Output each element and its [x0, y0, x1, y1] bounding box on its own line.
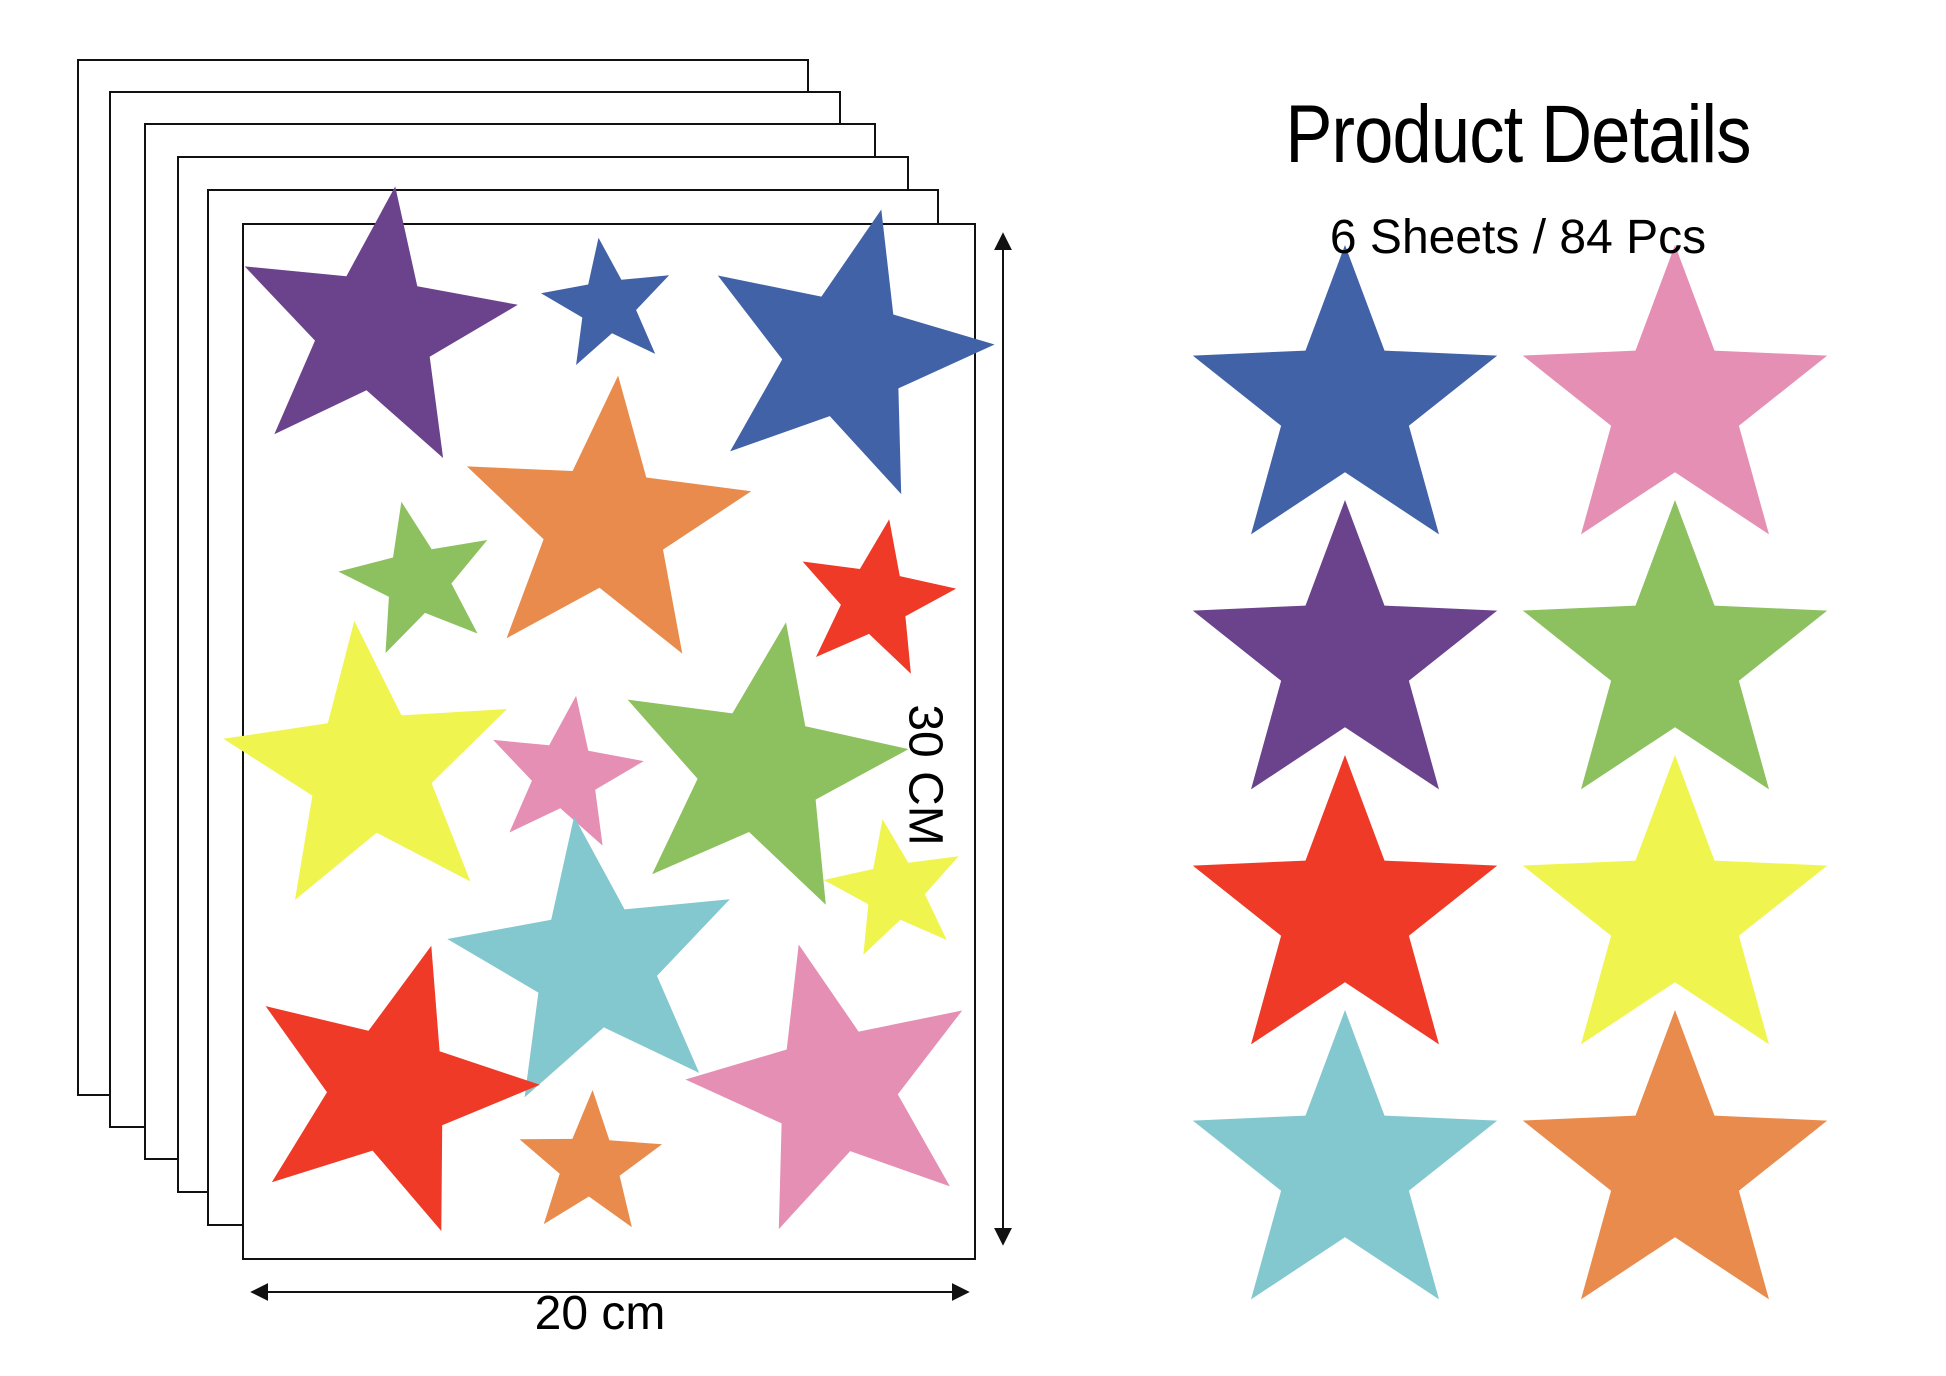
details-subtitle: 6 Sheets / 84 Pcs [1329, 211, 1707, 264]
star-sticker [519, 1090, 663, 1228]
star-sticker [627, 622, 909, 905]
color-samples [1192, 245, 1828, 1300]
star-sticker [466, 375, 752, 654]
orange-star-sample [1522, 1010, 1828, 1300]
star-sticker [265, 945, 540, 1231]
star-sticker [338, 501, 488, 654]
blue-star-sample [1192, 245, 1498, 535]
details-title: Product Details [1285, 89, 1751, 180]
front-sheet-stars [223, 186, 995, 1231]
height-label: 30 CM [898, 704, 952, 846]
star-sticker [717, 209, 995, 495]
star-sticker [447, 816, 730, 1098]
cyan-star-sample [1192, 1010, 1498, 1300]
star-sticker [802, 519, 957, 674]
green-star-sample [1522, 500, 1828, 790]
pink-star-sample [1522, 245, 1828, 535]
star-sticker [223, 620, 508, 900]
purple-star-sample [1192, 500, 1498, 790]
star-sticker [823, 819, 959, 955]
yellow-star-sample [1522, 755, 1828, 1045]
star-sticker [244, 186, 518, 458]
star-sticker [493, 695, 644, 846]
star-sticker [685, 944, 963, 1230]
width-label: 20 cm [534, 1287, 666, 1340]
star-sticker [541, 237, 670, 365]
red-star-sample [1192, 755, 1498, 1045]
